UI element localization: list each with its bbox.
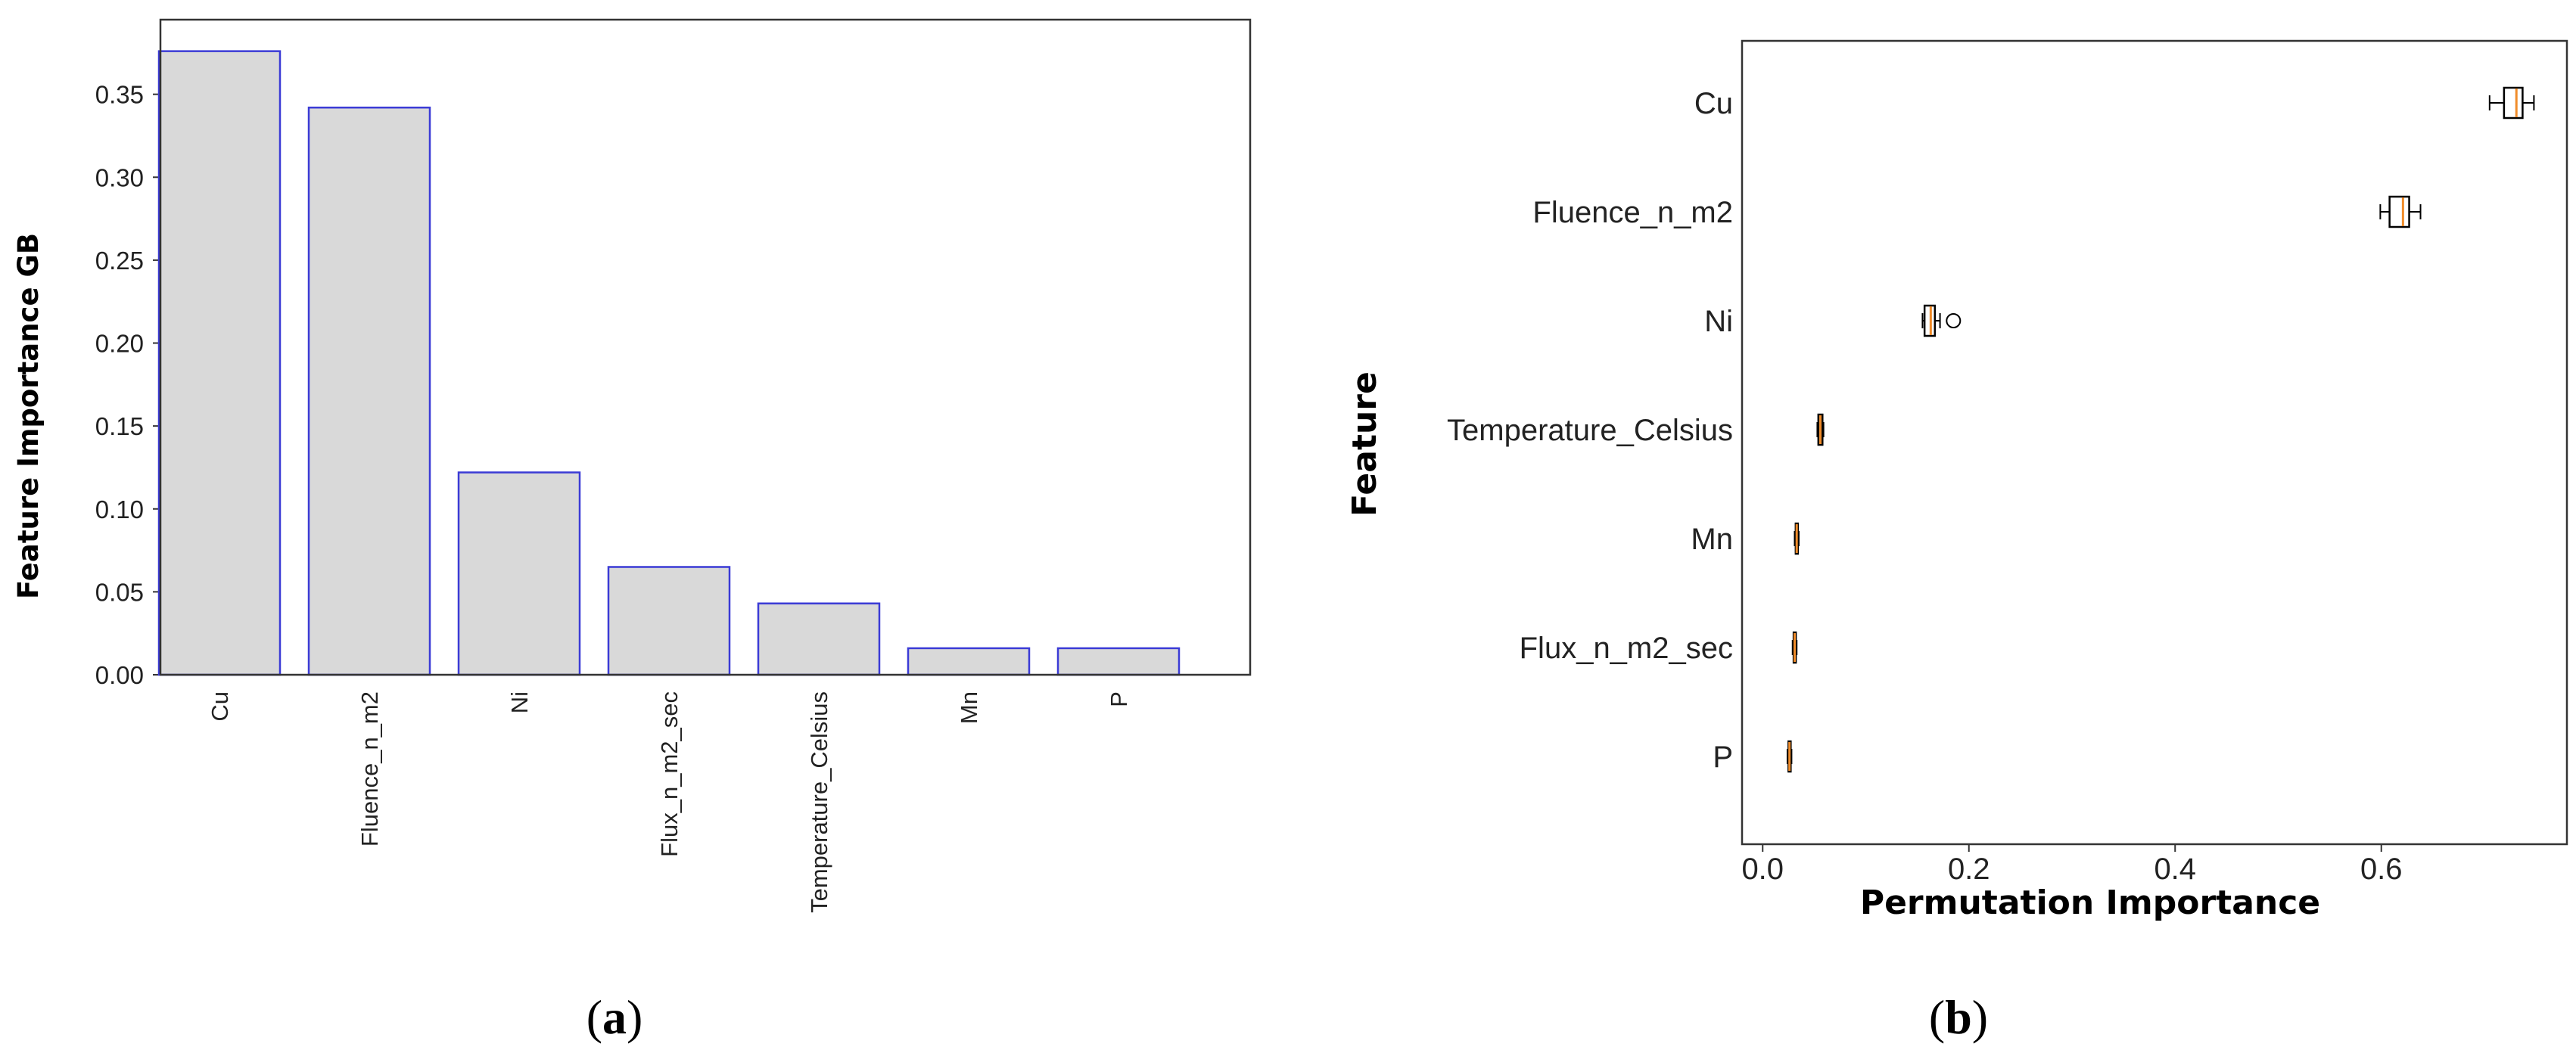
panel-b-y-ticks: Cu Fluence_n_m2 Ni Temperature_Celsius Mn Flu… (1447, 87, 1733, 774)
panel-a-bar-chart: Feature Importance GB 0.000.050.100.150.… (12, 18, 1252, 1044)
panel-a-x-tick-label: Fluence_n_m2 (356, 691, 383, 846)
panel-a-y-tick-label: 0.10 (95, 495, 144, 523)
panel-a-y-tick-label: 0.35 (95, 81, 144, 109)
panel-a-y-tick-label: 0.15 (95, 412, 144, 440)
panel-b-plot-frame (1741, 39, 2568, 846)
panel-b-y-tick-label: Fluence_n_m2 (1532, 196, 1733, 229)
panel-b-y-tick-label: P (1713, 741, 1733, 774)
panel-a-y-tick-label: 0.30 (95, 163, 144, 191)
panel-a-bar-ni (457, 471, 581, 676)
panel-b-x-axis-title: Permutation Importance (1860, 884, 2320, 922)
panel-b-box-temperature-celsius (1816, 413, 1825, 446)
panel-a-bar-fluence-n-m2 (307, 106, 431, 676)
panel-a-label: (a) (586, 990, 643, 1044)
panel-b-x-ticks: 0.0 0.2 0.4 0.6 (1741, 844, 2403, 886)
panel-a-bar-mn (907, 647, 1031, 676)
panel-a-x-tick-label: Temperature_Celsius (806, 691, 832, 913)
panel-a-bar-temperature-celsius (757, 602, 881, 676)
panel-b-label: (b) (1929, 990, 1988, 1044)
panel-a-y-tick-label: 0.20 (95, 330, 144, 358)
panel-b-boxes (1786, 86, 2535, 773)
panel-a-y-ticks: 0.00 0.05 0.10 0.15 0.20 0.25 0.30 0.35 (95, 81, 160, 689)
panel-a-bar-p (1056, 647, 1181, 676)
panel-a-bar-cu (157, 50, 282, 676)
panel-b-x-tick-label: 0.4 (2154, 853, 2196, 886)
panel-b-y-tick-label: Temperature_Celsius (1447, 414, 1733, 447)
panel-a-x-ticks: Cu Fluence_n_m2 Ni Flux_n_m2_sec Temperature… (207, 691, 1132, 913)
panel-b-outlier-point (1946, 313, 1962, 328)
panel-a-x-tick-label: Cu (207, 691, 233, 722)
panel-a-x-tick-label: Flux_n_m2_sec (656, 691, 683, 857)
panel-b-box-p (1786, 740, 1793, 773)
panel-a-x-tick-label: P (1106, 691, 1132, 707)
panel-b-x-tick-label: 0.0 (1741, 853, 1784, 886)
panel-a-plot-frame (159, 18, 1252, 676)
panel-a-bars (157, 50, 1181, 676)
panel-b-y-tick-label: Flux_n_m2_sec (1520, 632, 1733, 665)
panel-a-y-tick-label: 0.25 (95, 247, 144, 275)
panel-b-box-fluence-n-m2 (2379, 195, 2422, 228)
panel-b-box-body (2503, 86, 2524, 120)
panel-b-x-tick-label: 0.2 (1948, 853, 1990, 886)
panel-b-y-axis-title: Feature (1346, 371, 1384, 517)
panel-b-y-tick-label: Cu (1694, 87, 1733, 120)
panel-b-box-ni (1921, 304, 1962, 337)
panel-b-y-tick-label: Mn (1691, 523, 1733, 556)
panel-b-box-flux-n-m2-sec (1791, 631, 1798, 664)
panel-a-y-tick-label: 0.00 (95, 661, 144, 689)
panel-a-x-tick-label: Mn (956, 691, 982, 724)
panel-a-y-axis-title: Feature Importance GB (12, 233, 45, 599)
panel-b-box-plot: Feature Cu Fluence_n_m2 Ni Temperature_Cels… (1346, 39, 2568, 1044)
panel-a-y-tick-label: 0.05 (95, 578, 144, 606)
panel-a-x-tick-label: Ni (506, 691, 533, 713)
panel-b-x-tick-label: 0.6 (2360, 853, 2403, 886)
panel-b-box-cu (2488, 86, 2535, 120)
panel-b-box-body (2388, 195, 2410, 228)
panel-b-y-tick-label: Ni (1704, 305, 1733, 338)
panel-b-box-mn (1794, 522, 1800, 555)
panel-a-bar-flux-n-m2-sec (607, 566, 731, 676)
